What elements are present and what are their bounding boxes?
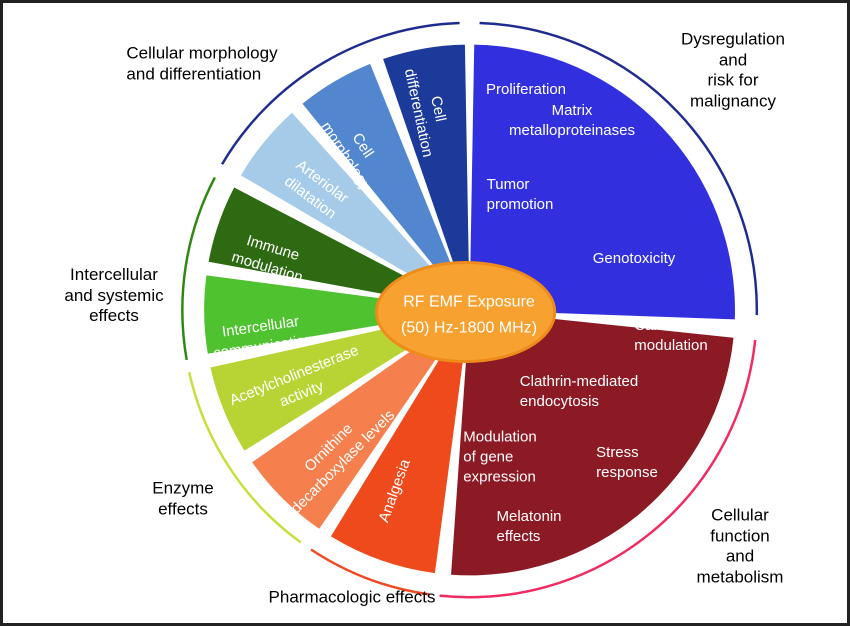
slice-arteriolar-dilatation <box>240 112 470 311</box>
group-label-pharmacologic-effects: Pharmacologic effects <box>268 587 436 607</box>
center-hub-ellipse <box>374 261 557 364</box>
slice-label-acetylcholinesterase: Acetylcholinesterase activity <box>227 341 362 411</box>
slice-cell-morphology <box>302 63 470 311</box>
wheel-svg <box>181 21 759 599</box>
group-label-intercellular-systemic-effects: Intercellular and systemic effects <box>64 264 164 326</box>
labels-layer: RF EMF Exposure (50) Hz-1800 MHz) Prolif… <box>3 3 847 623</box>
slice-label-cellular-function-metabolism-0: Calcium modulation <box>634 317 708 354</box>
slice-label-cellular-function-metabolism-4: Melatonin effects <box>496 508 562 545</box>
slice-label-dysregulation-malignancy-0: Proliferation <box>485 81 567 99</box>
slice-intercellular-communication <box>204 275 470 354</box>
pharmacologic-arc <box>310 548 430 596</box>
slice-label-dysregulation-malignancy-1: Matrix metalloproteinases <box>509 102 635 139</box>
dysregulation-arc <box>479 21 759 316</box>
cellular-morphology-arc <box>220 21 460 165</box>
slice-cellular-function-metabolism <box>451 310 734 576</box>
slice-ornithine-decarboxylase <box>252 310 470 529</box>
center-hub-label: RF EMF Exposure (50) Hz-1800 MHz) <box>400 293 538 336</box>
slice-dysregulation-malignancy <box>469 44 735 320</box>
slice-label-immune-modulation: Immune modulation <box>229 232 305 286</box>
slice-analgesia <box>330 310 470 574</box>
slice-label-cellular-function-metabolism-2: Modulation of gene expression <box>463 428 537 485</box>
enzyme-arc <box>187 371 302 544</box>
group-arcs <box>181 21 759 599</box>
slice-cell-differentiation <box>383 44 470 311</box>
group-label-cellular-morphology-differentiation: Cellular morphology and differentiation <box>126 43 278 83</box>
slice-label-dysregulation-malignancy-3: Genotoxicity <box>592 250 676 268</box>
slice-label-dysregulation-malignancy-2: Tumor promotion <box>486 176 554 213</box>
slice-label-analgesia: Analgesia <box>375 456 414 525</box>
slice-label-cell-differentiation: Cell differentiation <box>401 67 450 159</box>
slice-label-cellular-function-metabolism-1: Clathrin-mediated endocytosis <box>519 373 639 410</box>
slice-label-arteriolar-dilatation: Arteriolar dilatation <box>281 156 352 223</box>
slice-label-intercellular-communication: Intercellular communication <box>212 312 315 362</box>
group-label-dysregulation-malignancy: Dysregulation and risk for malignancy <box>681 29 785 111</box>
group-label-enzyme-effects: Enzyme effects <box>152 478 214 518</box>
intercellular-systemic-arc <box>181 176 216 361</box>
slice-label-cell-morphology: Cell morphology <box>317 118 377 194</box>
slice-label-ornithine-decarboxylase: Ornithine decarboxylase levels <box>287 406 398 517</box>
slice-label-cellular-function-metabolism-3: Stress response <box>596 444 658 481</box>
cellular-function-arc <box>439 339 757 599</box>
group-label-cellular-function-metabolism: Cellular function and metabolism <box>696 505 784 587</box>
